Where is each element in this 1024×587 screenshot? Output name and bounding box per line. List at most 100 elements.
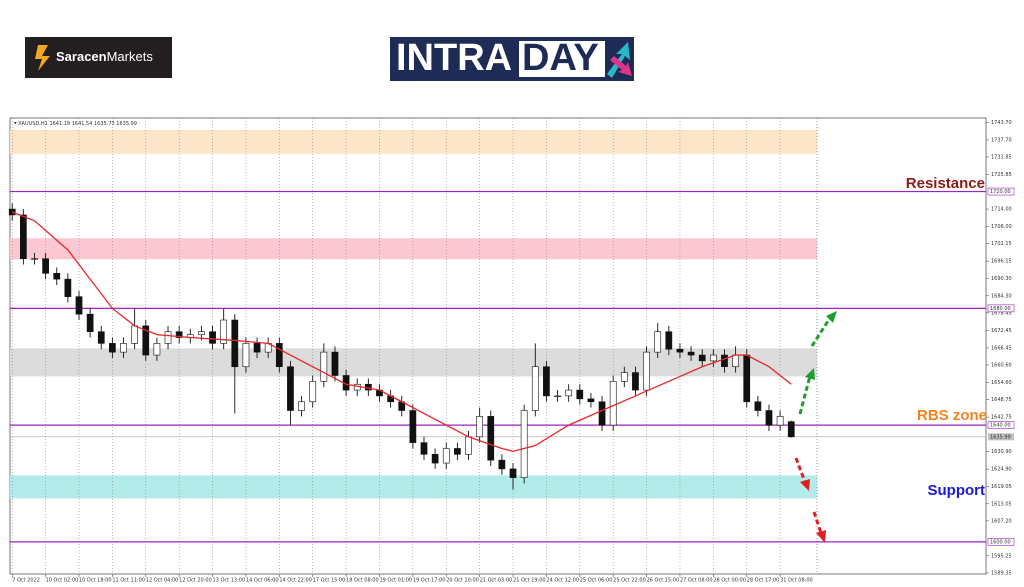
x-tick-label: 7 Oct 2022 [12,578,40,584]
header-high: 1641.54 [72,121,93,127]
candle-body [587,398,595,403]
candle-body [676,348,684,353]
x-tick-label: 18 Oct 08:00 [346,578,379,584]
candle-body [765,410,773,426]
candle-body [198,331,205,335]
candle-body [164,331,172,344]
x-tick-label: 19 Oct 17:00 [413,578,446,584]
y-tick-label: 1595.25 [991,553,1012,559]
x-tick-label: 21 Oct 03:00 [480,578,513,584]
x-tick-label: 11 Oct 11:00 [112,578,145,584]
zone [10,475,817,499]
candle-body [142,325,150,356]
x-tick-label: 31 Oct 08:00 [780,578,813,584]
candle-body [19,214,27,260]
level-label-box [987,304,1015,313]
candle-body [576,389,584,400]
banner-right: DAY [522,37,599,79]
x-tick-label: 26 Oct 15:00 [647,578,680,584]
y-tick-label: 1684.30 [991,293,1012,299]
annotation-support: Support [928,482,986,499]
grid [11,118,781,574]
candle-body [109,343,116,353]
y-tick-label: 1666.45 [991,345,1012,351]
header-open: 1641.18 [49,121,70,127]
x-tick-label: 24 Oct 12:00 [546,578,579,584]
banner-arrow-down [610,56,632,76]
arrow-head [800,479,810,491]
x-tick-label: 14 Oct 22:00 [279,578,312,584]
candle-body [643,351,650,391]
moving-average-line [11,211,792,453]
banner-highlight [519,41,605,77]
current-price-label: 1635.99 [990,434,1011,440]
candle-body [298,401,305,411]
candle-body [131,325,139,344]
candle-body [754,401,762,411]
brand-logo: SaracenMarkets [25,37,172,78]
candle-body [231,319,239,368]
x-tick-label: 28 Oct 00:00 [713,578,746,584]
candle-body [331,351,339,376]
y-tick-label: 1714.00 [991,207,1012,213]
arrow-down [794,457,807,483]
candle-body [287,366,294,411]
candle-body [75,296,83,315]
candle-body [320,351,328,382]
arrow-head [816,530,826,543]
level-label: 1680.00 [990,306,1011,312]
banner: INTRA DAY [390,37,634,81]
y-tick-label: 1660.60 [991,362,1012,368]
candle-body [709,354,717,362]
candle-body [275,343,283,368]
candle-body [698,354,706,362]
candle-body [476,416,483,438]
candle-body [520,410,528,478]
y-tick-label: 1589.35 [991,570,1012,576]
arrow-up [798,375,812,415]
header-low: 1635.73 [94,121,115,127]
chart-header: ▾ XAUUSD,H1 1641.18 1641.54 1635.73 1635… [14,121,137,127]
candle-body [309,381,317,403]
x-tick-label: 12 Oct 20:00 [179,578,212,584]
level-label-box [987,538,1015,546]
x-tick-label: 10 Oct 02:00 [46,578,79,584]
annotation-rbs-zone: RBS zone [917,407,987,424]
x-tick-label: 10 Oct 18:00 [79,578,112,584]
candle-body [543,366,550,397]
axes: 7 Oct 2022 10 Oct 02:00 10 Oct 18:00 11 Oct… [11,120,1015,584]
plot-frame [9,117,987,575]
candle-body [420,442,428,455]
candle-body [175,331,183,338]
candle-body [64,278,72,297]
y-tick-label: 1743.70 [991,120,1012,126]
y-tick-label: 1654.60 [991,380,1012,386]
logo-box [25,37,172,78]
candle-body [209,331,216,344]
moving-average [11,211,792,453]
candle-body [598,401,606,426]
candle-body [431,454,439,464]
y-tick-label: 1690.30 [991,276,1012,282]
candle-body [242,343,250,368]
candle-body [732,354,739,368]
candle-body [687,351,695,356]
y-tick-label: 1624.90 [991,467,1012,473]
candle-body [253,343,261,353]
candle-body [776,416,784,426]
level-label-box [987,421,1015,429]
y-tick-label: 1607.20 [991,518,1012,524]
banner-left: INTRA [396,37,512,79]
y-tick-label: 1672.45 [991,328,1012,334]
candle-body [609,381,617,426]
candle-body [42,258,49,274]
candle-body [86,313,94,332]
brand-light: Markets [107,49,154,64]
candle-body [120,343,127,353]
candle-body [620,372,628,382]
y-tick-label: 1708.00 [991,224,1012,230]
y-tick-label: 1702.15 [991,241,1012,247]
candle-body [153,343,161,356]
arrow-head [805,368,815,380]
arrow-head [826,311,837,323]
